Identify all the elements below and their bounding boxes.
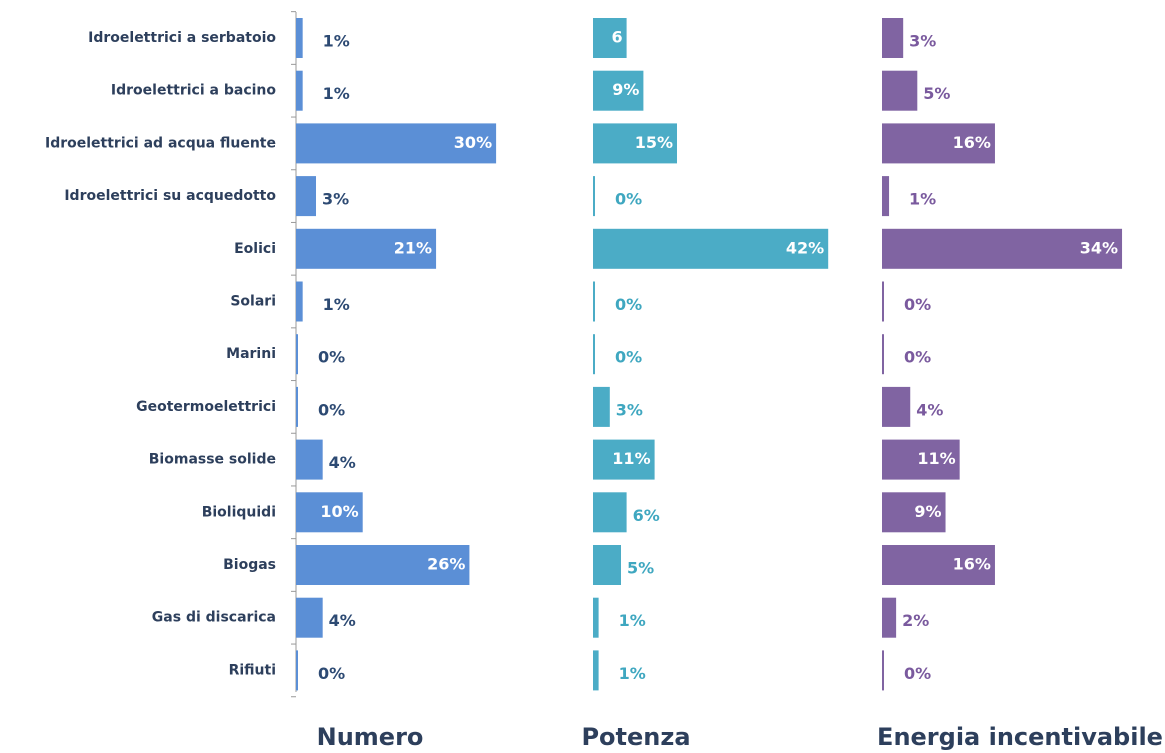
bar xyxy=(593,545,621,585)
value-label: 0% xyxy=(904,295,931,314)
value-label: 0% xyxy=(615,190,642,209)
category-label: Solari xyxy=(230,294,276,310)
bar xyxy=(593,650,599,691)
bar xyxy=(296,386,298,427)
bar xyxy=(296,228,437,269)
bar xyxy=(296,597,323,638)
bar xyxy=(882,597,897,638)
bar xyxy=(296,492,363,533)
value-label: 0% xyxy=(318,664,345,683)
category-label: Idroelettrici su acquedotto xyxy=(64,188,276,204)
bar xyxy=(296,334,298,375)
category-label: Idroelettrici ad acqua fluente xyxy=(45,135,276,151)
value-label: 1% xyxy=(323,32,350,51)
value-label: 6% xyxy=(633,506,660,525)
category-label: Biomasse solide xyxy=(149,452,276,468)
bar xyxy=(296,439,323,480)
bar xyxy=(593,334,595,375)
category-label: Rifiuti xyxy=(229,662,276,678)
value-label: 4% xyxy=(329,453,356,472)
bar xyxy=(882,650,884,691)
bar xyxy=(882,18,904,58)
value-label: 9% xyxy=(612,80,639,99)
panel-title: Numero xyxy=(317,723,424,751)
panel-title: Energia incentivabile xyxy=(877,723,1163,751)
value-label: 6 xyxy=(611,28,622,47)
category-label: Idroelettrici a serbatoio xyxy=(88,30,276,46)
value-label: 0% xyxy=(904,348,931,367)
bar xyxy=(593,228,829,269)
bar xyxy=(882,70,918,111)
category-label: Bioliquidi xyxy=(202,504,276,520)
category-label: Gas di discarica xyxy=(152,610,276,626)
bar xyxy=(882,334,884,375)
value-label: 1% xyxy=(619,611,646,630)
bar xyxy=(882,228,1123,269)
value-label: 2% xyxy=(902,611,929,630)
value-label: 0% xyxy=(318,400,345,419)
value-label: 4% xyxy=(329,611,356,630)
value-label: 0% xyxy=(318,348,345,367)
value-label: 42% xyxy=(786,238,824,257)
value-label: 5% xyxy=(923,84,950,103)
value-label: 26% xyxy=(427,555,465,574)
category-label: Geotermoelettrici xyxy=(136,399,276,415)
bar xyxy=(296,18,303,58)
category-label: Eolici xyxy=(234,241,276,257)
value-label: 21% xyxy=(394,238,432,257)
bar xyxy=(296,70,303,111)
value-label: 4% xyxy=(916,400,943,419)
panel-title: Potenza xyxy=(581,723,690,751)
bar xyxy=(296,650,298,691)
bar xyxy=(882,386,911,427)
category-label: Idroelettrici a bacino xyxy=(111,83,276,99)
value-label: 0% xyxy=(615,295,642,314)
value-label: 3% xyxy=(322,190,349,209)
bar xyxy=(593,176,595,217)
bar xyxy=(593,18,627,58)
value-label: 34% xyxy=(1080,238,1118,257)
value-label: 11% xyxy=(612,449,650,468)
value-label: 5% xyxy=(627,559,654,578)
value-label: 16% xyxy=(953,133,991,152)
category-label: Marini xyxy=(226,346,276,362)
bar xyxy=(882,281,884,322)
value-label: 11% xyxy=(917,449,955,468)
value-label: 16% xyxy=(953,555,991,574)
bar xyxy=(593,439,655,480)
bar xyxy=(593,597,599,638)
value-label: 15% xyxy=(635,133,673,152)
category-label: Biogas xyxy=(223,557,276,573)
bar xyxy=(882,492,946,533)
bar xyxy=(882,545,995,585)
bar xyxy=(593,123,677,164)
value-label: 1% xyxy=(323,84,350,103)
value-label: 10% xyxy=(320,502,358,521)
bar xyxy=(296,123,497,164)
bar xyxy=(296,176,317,217)
value-label: 3% xyxy=(909,32,936,51)
value-label: 3% xyxy=(616,400,643,419)
bar xyxy=(882,439,960,480)
value-label: 30% xyxy=(454,133,492,152)
value-label: 0% xyxy=(615,348,642,367)
value-label: 1% xyxy=(323,295,350,314)
bar xyxy=(593,492,627,533)
bar xyxy=(296,545,470,585)
value-label: 1% xyxy=(909,190,936,209)
bar xyxy=(593,281,595,322)
value-label: 0% xyxy=(904,664,931,683)
bar xyxy=(296,281,303,322)
bar xyxy=(882,176,890,217)
value-label: 9% xyxy=(914,502,941,521)
value-label: 1% xyxy=(619,664,646,683)
bar xyxy=(593,386,610,427)
bar xyxy=(882,123,995,164)
bar xyxy=(593,70,644,111)
